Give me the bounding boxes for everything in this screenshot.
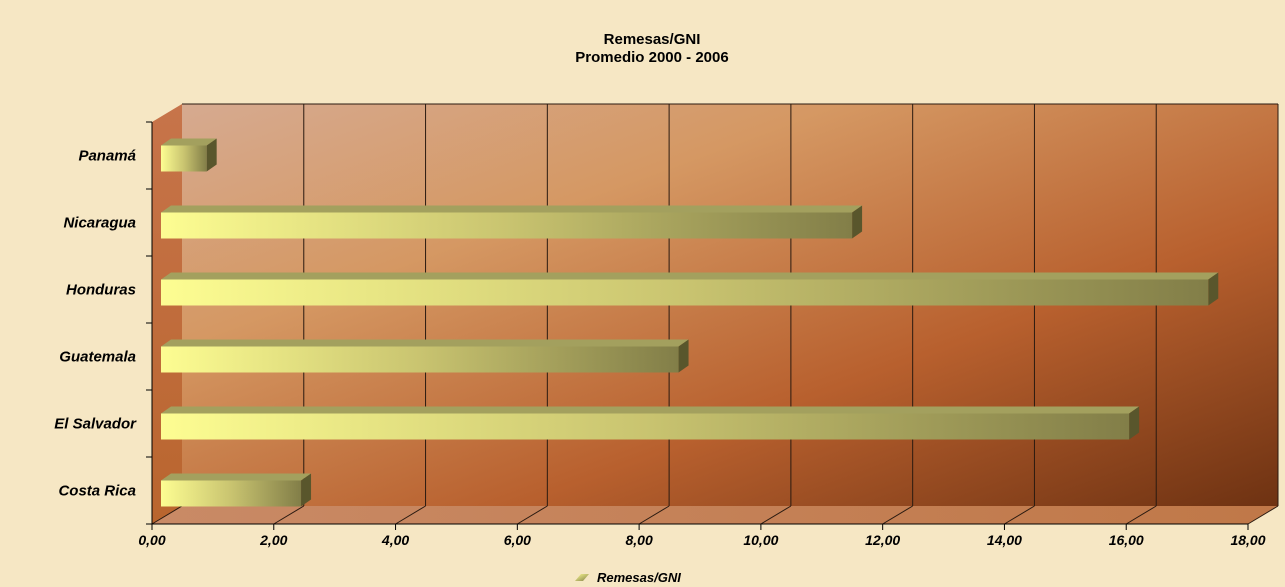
- floor-gridline: [760, 505, 792, 525]
- y-axis: Costa Rica El Salvador Guatemala Honduras Ni…: [54, 121, 153, 525]
- bars: [161, 138, 1219, 507]
- floor-gridline: [638, 505, 670, 525]
- y-tick-label: Honduras: [66, 282, 136, 299]
- floor-gridline: [395, 505, 426, 525]
- x-tick-label: 6,00: [504, 532, 531, 548]
- floor-gridline: [151, 505, 183, 525]
- bar-front-face: [161, 212, 853, 239]
- bar-top-face: [161, 339, 689, 347]
- bar: [161, 138, 217, 172]
- x-tick-label: 16,00: [1109, 532, 1144, 548]
- floor: [152, 506, 1278, 524]
- legend: Remesas/GNI: [575, 570, 681, 585]
- bar-top-face: [161, 138, 217, 146]
- floor-gridline: [1125, 505, 1157, 525]
- floor-gridline: [517, 505, 548, 525]
- legend-swatch: [575, 574, 589, 581]
- bar: [161, 339, 689, 373]
- bar-end-face: [1129, 406, 1140, 440]
- bar-front-face: [161, 279, 1209, 306]
- bar: [161, 473, 312, 507]
- bar-top-face: [161, 406, 1140, 414]
- y-tick-label: Panamá: [78, 148, 136, 165]
- floor-gridline: [273, 505, 305, 525]
- bar-top-face: [161, 205, 863, 213]
- plot-area: 0,00 2,00 4,00 6,00 8,00 10,00 12,00 14,00 16,00…: [54, 103, 1279, 548]
- bar-end-face: [301, 473, 312, 507]
- x-tick-label: 8,00: [625, 532, 652, 548]
- y-tick-label: Nicaragua: [63, 215, 136, 232]
- chart-title: Remesas/GNI: [604, 31, 701, 48]
- bar: [161, 272, 1219, 306]
- y-tick-label: Guatemala: [59, 349, 136, 366]
- floor-gridline: [1247, 505, 1279, 525]
- bar-front-face: [161, 145, 207, 172]
- bar-front-face: [161, 346, 679, 373]
- x-tick-label: 4,00: [381, 532, 409, 548]
- bar: [161, 205, 863, 239]
- x-tick-label: 0,00: [138, 532, 165, 548]
- x-tick-label: 18,00: [1230, 532, 1265, 548]
- y-tick-label: Costa Rica: [58, 483, 136, 500]
- bar-end-face: [678, 339, 689, 373]
- legend-label: Remesas/GNI: [597, 570, 681, 585]
- floor-gridline: [1004, 505, 1035, 525]
- floor-gridline: [882, 505, 913, 525]
- bar-end-face: [852, 205, 863, 239]
- bar-front-face: [161, 480, 302, 507]
- x-tick-label: 10,00: [743, 532, 778, 548]
- chart-subtitle: Promedio 2000 - 2006: [575, 49, 728, 66]
- bar: [161, 406, 1140, 440]
- bar-end-face: [206, 138, 217, 172]
- y-tick-label: El Salvador: [54, 416, 137, 433]
- x-axis: 0,00 2,00 4,00 6,00 8,00 10,00 12,00 14,00 16,00…: [138, 523, 1266, 548]
- x-tick-label: 14,00: [987, 532, 1022, 548]
- bar-top-face: [161, 473, 312, 481]
- x-tick-label: 2,00: [259, 532, 287, 548]
- bar-front-face: [161, 413, 1130, 440]
- x-tick-label: 12,00: [865, 532, 900, 548]
- bar-top-face: [161, 272, 1219, 280]
- bar-end-face: [1208, 272, 1219, 306]
